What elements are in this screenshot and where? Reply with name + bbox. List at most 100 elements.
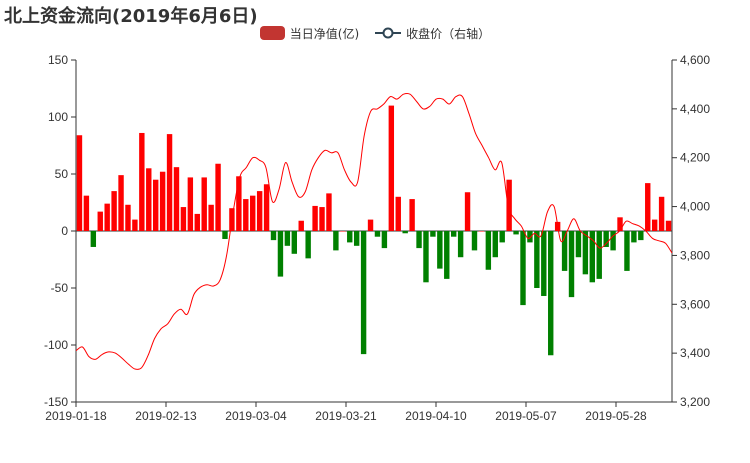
bar-mark	[146, 168, 152, 231]
bar-mark	[658, 196, 665, 231]
bar-mark	[159, 171, 166, 231]
bar-mark	[575, 231, 582, 258]
y-right-tick-label: 4,400	[680, 102, 710, 116]
bar-mark	[388, 105, 395, 231]
bar-mark	[222, 231, 228, 239]
bar-mark	[215, 163, 221, 231]
bar-mark	[617, 217, 623, 231]
bar-mark	[665, 220, 672, 231]
bar-mark	[353, 231, 360, 246]
bar-mark	[513, 231, 519, 235]
y-right-tick-label: 3,200	[680, 395, 710, 409]
bar-mark	[610, 231, 616, 251]
bar-mark	[180, 207, 187, 231]
bar-mark	[319, 207, 325, 231]
y-left-tick-label: 50	[55, 167, 69, 181]
bar-mark	[243, 199, 249, 231]
bar-mark	[298, 220, 304, 231]
bar-mark	[263, 184, 270, 231]
bar-mark	[430, 231, 436, 237]
bar-mark	[520, 231, 526, 306]
bar-mark	[568, 231, 575, 298]
bar-mark	[111, 191, 117, 231]
x-tick-label: 2019-02-13	[135, 409, 197, 423]
bar-mark	[250, 195, 256, 231]
bar-mark	[450, 231, 457, 237]
bar-mark	[367, 219, 374, 231]
bar-mark	[173, 167, 180, 231]
bar-mark	[76, 135, 83, 231]
bar-mark	[236, 176, 242, 231]
y-left-tick-label: 150	[48, 53, 68, 67]
x-tick-label: 2019-05-07	[495, 409, 557, 423]
bar-mark	[284, 231, 291, 246]
bar-mark	[478, 231, 485, 232]
bar-mark	[416, 231, 422, 249]
bar-mark	[527, 231, 533, 243]
bar-mark	[651, 219, 658, 231]
bar-mark	[97, 211, 103, 231]
bar-mark	[347, 231, 353, 243]
bar-mark	[201, 177, 207, 231]
bar-mark	[485, 231, 492, 270]
y-right-tick-label: 3,400	[680, 346, 710, 360]
bar-mark	[402, 231, 408, 234]
y-left-tick-label: -50	[51, 281, 69, 295]
bar-mark	[582, 231, 589, 275]
x-tick-label: 2019-01-18	[45, 409, 107, 423]
bar-mark	[631, 231, 637, 243]
bar-mark	[596, 231, 602, 279]
bar-mark	[645, 183, 651, 231]
bar-mark	[534, 231, 540, 288]
y-left-tick-label: -150	[44, 395, 68, 409]
y-right-tick-label: 3,800	[680, 248, 710, 262]
bar-mark	[471, 231, 478, 251]
bar-mark	[118, 175, 124, 231]
bar-mark	[132, 219, 138, 231]
bar-mark	[506, 179, 512, 231]
bar-mark	[492, 231, 498, 258]
y-left-tick-label: 100	[48, 110, 68, 124]
bar-mark	[381, 231, 388, 249]
bar-mark	[291, 231, 298, 254]
bar-mark	[340, 231, 346, 232]
legend-bar-swatch	[259, 26, 285, 40]
bar-mark	[277, 231, 284, 277]
legend-line-swatch	[375, 27, 402, 39]
bar-mark	[139, 132, 145, 231]
x-tick-label: 2019-03-04	[225, 409, 287, 423]
bar-mark	[104, 203, 110, 231]
y-left-tick-label: -100	[44, 338, 68, 352]
y-right-tick-label: 4,600	[680, 53, 710, 67]
bar-mark	[561, 231, 568, 271]
bar-mark	[437, 231, 443, 269]
close-price-line	[75, 92, 673, 370]
bar-mark	[194, 213, 200, 231]
bar-mark	[83, 195, 90, 231]
bar-mark	[624, 231, 630, 271]
bar-mark	[333, 231, 339, 251]
bar-mark	[395, 196, 401, 231]
bar-mark	[187, 177, 194, 231]
legend-item-net-flow[interactable]: 当日净值(亿)	[259, 25, 359, 42]
bar-mark	[423, 231, 429, 283]
bar-mark	[360, 231, 367, 355]
x-tick-label: 2019-05-28	[585, 409, 647, 423]
chart-legend: 当日净值(亿) 收盘价（右轴）	[0, 22, 750, 44]
bar-mark	[603, 231, 609, 247]
bar-mark	[270, 231, 277, 241]
chart-title: 北上资金流向(2019年6月6日)	[4, 6, 258, 27]
bar-mark	[548, 231, 554, 356]
bar-mark	[638, 231, 644, 241]
bar-mark	[541, 231, 547, 296]
bar-mark	[256, 191, 263, 231]
bar-mark	[208, 204, 214, 231]
y-right-tick-label: 4,200	[680, 151, 710, 165]
bar-mark	[444, 231, 450, 279]
bar-mark	[152, 179, 159, 231]
bar-mark	[589, 231, 596, 283]
bar-mark	[90, 231, 97, 247]
bar-mark	[374, 231, 381, 237]
legend-item-close-price[interactable]: 收盘价（右轴）	[375, 25, 490, 42]
